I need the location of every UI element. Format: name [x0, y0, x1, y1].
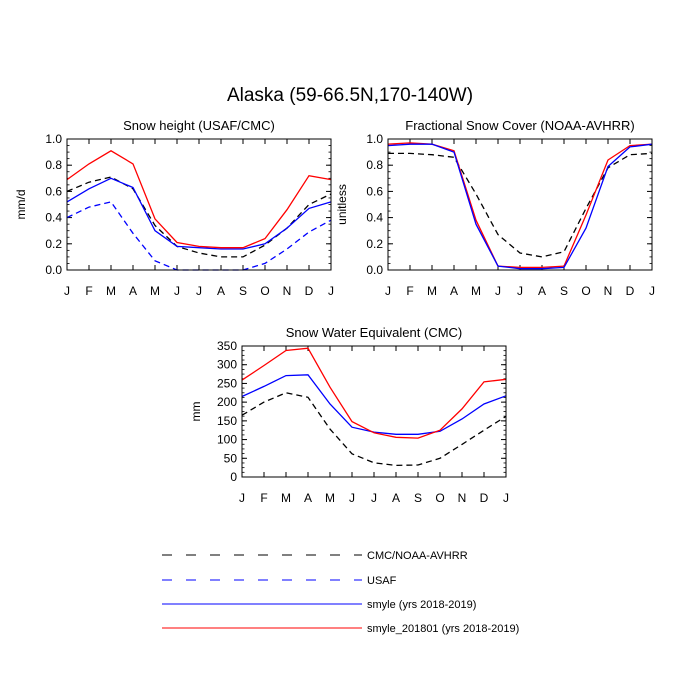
- x-tick-label: N: [283, 284, 292, 298]
- x-tick-label: F: [260, 491, 267, 505]
- y-tick-label: 350: [217, 339, 237, 353]
- x-tick-label: J: [196, 284, 202, 298]
- x-tick-label: M: [106, 284, 116, 298]
- y-tick-label: 1.0: [45, 132, 62, 146]
- series-line: [387, 143, 653, 270]
- y-axis-label: unitless: [335, 184, 349, 225]
- x-tick-label: M: [427, 284, 437, 298]
- x-tick-label: J: [495, 284, 501, 298]
- x-tick-label: S: [560, 284, 568, 298]
- x-tick-label: A: [217, 284, 225, 298]
- x-tick-label: J: [649, 284, 655, 298]
- x-tick-label: D: [626, 284, 635, 298]
- y-tick-label: 150: [217, 414, 237, 428]
- x-tick-label: N: [604, 284, 613, 298]
- y-tick-label: 0.8: [45, 158, 62, 172]
- legend-label: smyle_201801 (yrs 2018-2019): [367, 623, 519, 635]
- x-tick-label: O: [581, 284, 590, 298]
- x-tick-label: F: [406, 284, 413, 298]
- x-tick-label: J: [349, 491, 355, 505]
- y-tick-label: 300: [217, 358, 237, 372]
- x-tick-label: J: [239, 491, 245, 505]
- x-tick-label: J: [328, 284, 334, 298]
- x-tick-label: O: [260, 284, 269, 298]
- chart-panels: Snow height (USAF/CMC) 0.0 0.2 0.4 0.6 0.8 1.0…: [14, 118, 655, 505]
- series-line: [66, 177, 332, 250]
- chart-panel-3: Snow Water Equivalent (CMC) 0 50 100 150 200 2…: [189, 325, 509, 505]
- series-line: [387, 142, 653, 269]
- x-tick-label: A: [129, 284, 137, 298]
- x-tick-label: M: [281, 491, 291, 505]
- x-tick-label: J: [371, 491, 377, 505]
- y-tick-label: 0.0: [45, 263, 62, 277]
- series-line: [388, 152, 653, 258]
- x-tick-label: O: [435, 491, 444, 505]
- legend-label: CMC/NOAA-AVHRR: [367, 550, 468, 562]
- x-tick-label: S: [414, 491, 422, 505]
- x-tick-label: D: [305, 284, 314, 298]
- y-axis-label: mm: [189, 402, 203, 422]
- y-axis-label: mm/d: [14, 190, 28, 220]
- series-line: [66, 150, 332, 249]
- y-tick-label: 200: [217, 395, 237, 409]
- plot-frame: [66, 138, 332, 271]
- x-tick-label: J: [517, 284, 523, 298]
- x-tick-label: D: [480, 491, 489, 505]
- series-line: [241, 374, 507, 435]
- series-line: [241, 347, 507, 439]
- x-tick-label: A: [304, 491, 312, 505]
- figure-title: Alaska (59-66.5N,170-140W): [227, 85, 473, 106]
- y-tick-label: 100: [217, 433, 237, 447]
- plot-frame: [387, 138, 653, 271]
- series-line: [66, 201, 332, 271]
- x-tick-label: A: [450, 284, 458, 298]
- x-tick-label: M: [325, 491, 335, 505]
- y-tick-label: 1.0: [366, 132, 383, 146]
- x-tick-label: N: [458, 491, 467, 505]
- x-tick-label: J: [64, 284, 70, 298]
- panel-title: Snow Water Equivalent (CMC): [286, 325, 463, 340]
- y-tick-label: 0.6: [45, 184, 62, 198]
- legend: CMC/NOAA-AVHRR USAF smyle (yrs 2018-2019) s…: [162, 550, 519, 635]
- y-tick-label: 0: [230, 470, 237, 484]
- panel-title: Snow height (USAF/CMC): [123, 118, 275, 133]
- x-tick-label: J: [174, 284, 180, 298]
- x-tick-label: J: [385, 284, 391, 298]
- chart-panel-2: Fractional Snow Cover (NOAA-AVHRR) 0.0 0.2…: [335, 118, 655, 298]
- y-tick-label: 0.8: [366, 158, 383, 172]
- y-tick-label: 0.4: [45, 211, 62, 225]
- y-tick-label: 0.6: [366, 184, 383, 198]
- x-tick-label: A: [392, 491, 400, 505]
- y-tick-label: 250: [217, 376, 237, 390]
- x-tick-label: J: [503, 491, 509, 505]
- y-tick-label: 0.2: [366, 237, 383, 251]
- x-tick-label: F: [85, 284, 92, 298]
- y-tick-label: 0.4: [366, 211, 383, 225]
- legend-label: smyle (yrs 2018-2019): [367, 599, 476, 611]
- chart-panel-1: Snow height (USAF/CMC) 0.0 0.2 0.4 0.6 0.8 1.0…: [14, 118, 334, 298]
- panel-title: Fractional Snow Cover (NOAA-AVHRR): [405, 118, 634, 133]
- plot-frame: [241, 345, 507, 478]
- x-tick-label: A: [538, 284, 546, 298]
- x-tick-label: M: [150, 284, 160, 298]
- y-tick-label: 0.0: [366, 263, 383, 277]
- y-tick-label: 50: [224, 451, 238, 465]
- x-tick-label: S: [239, 284, 247, 298]
- y-tick-label: 0.2: [45, 237, 62, 251]
- x-tick-label: M: [471, 284, 481, 298]
- legend-label: USAF: [367, 575, 397, 587]
- series-line: [241, 392, 507, 467]
